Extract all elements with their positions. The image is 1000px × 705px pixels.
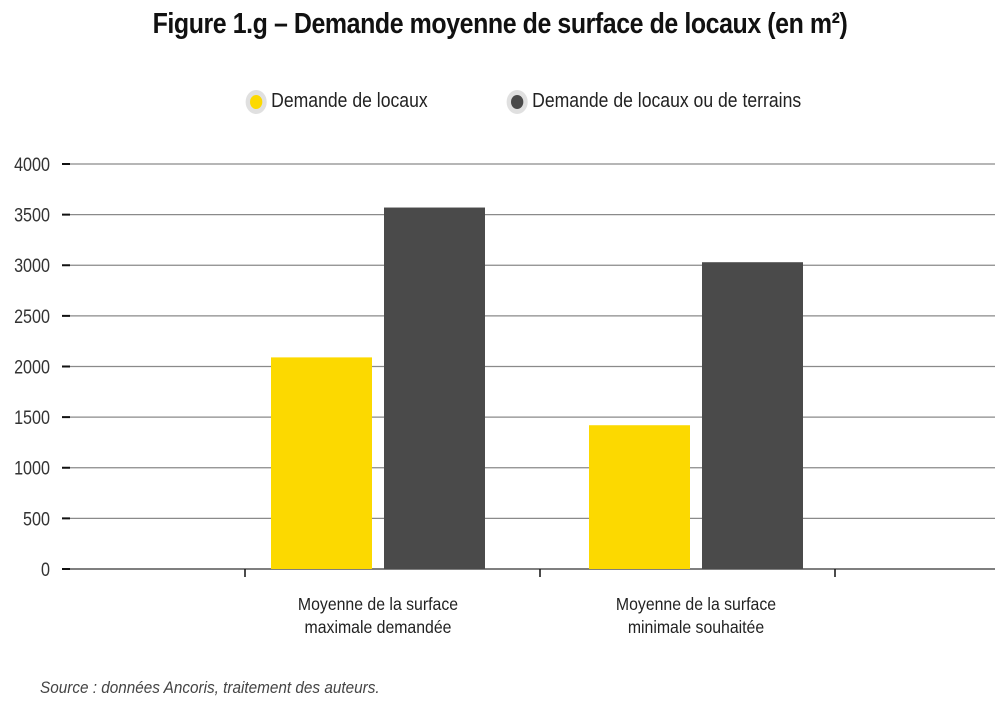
chart-title: Figure 1.g – Demande moyenne de surface … xyxy=(152,8,848,40)
y-tick-label: 0 xyxy=(41,559,50,581)
legend-item-demande-locaux-terrains: Demande de locaux ou de terrains xyxy=(511,90,801,113)
y-tick-label: 3500 xyxy=(14,204,50,226)
x-tick-label: minimale souhaitée xyxy=(628,617,764,637)
y-tick-label: 500 xyxy=(23,508,50,530)
bar-demande-locaux xyxy=(589,425,690,569)
y-tick-label: 4000 xyxy=(14,154,50,176)
legend-label: Demande de locaux xyxy=(271,90,428,112)
source-note: Source : données Ancoris, traitement des… xyxy=(40,678,380,697)
bar-demande-locaux xyxy=(271,357,372,569)
y-tick-label: 2000 xyxy=(14,356,50,378)
y-tick-label: 2500 xyxy=(14,306,50,328)
legend-item-demande-locaux: Demande de locaux xyxy=(250,90,428,113)
x-tick-label: maximale demandée xyxy=(305,617,452,637)
legend-label: Demande de locaux ou de terrains xyxy=(532,90,802,112)
y-tick-label: 1500 xyxy=(14,407,50,429)
bar-demande-locaux-terrains xyxy=(384,207,485,569)
legend-marker-icon xyxy=(250,94,263,109)
legend: Demande de locaux Demande de locaux ou d… xyxy=(0,90,1000,120)
y-tick-label: 3000 xyxy=(14,255,50,277)
bar-demande-locaux-terrains xyxy=(702,262,803,569)
legend-marker-icon xyxy=(511,94,524,109)
x-tick-label: Moyenne de la surface xyxy=(616,594,776,614)
x-tick-label: Moyenne de la surface xyxy=(298,594,458,614)
y-tick-label: 1000 xyxy=(14,458,50,480)
